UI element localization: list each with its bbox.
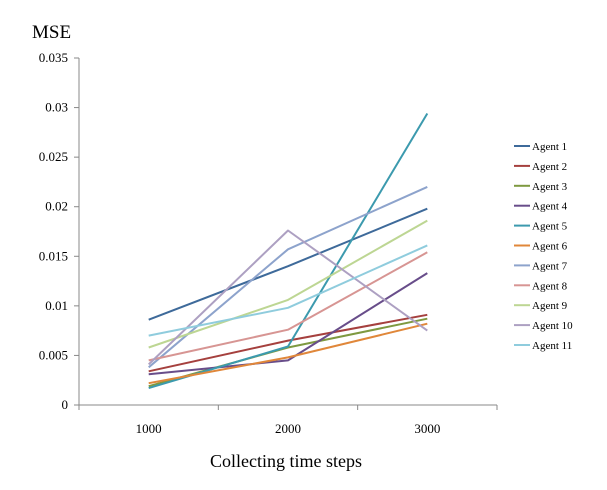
y-tick-label: 0 bbox=[62, 397, 69, 412]
legend-label: Agent 7 bbox=[532, 260, 568, 272]
legend-label: Agent 6 bbox=[532, 241, 568, 253]
series-line-agent-4 bbox=[148, 272, 428, 376]
legend-label: Agent 3 bbox=[532, 181, 568, 193]
legend-label: Agent 10 bbox=[532, 320, 573, 332]
legend: Agent 1 Agent 2 Agent 3 Agent 4 Agent 5 Agent… bbox=[514, 141, 573, 352]
series-line-agent-10 bbox=[148, 229, 428, 366]
series-line-agent-2 bbox=[148, 313, 428, 373]
legend-item: Agent 5 bbox=[514, 221, 568, 233]
legend-item: Agent 9 bbox=[514, 300, 568, 312]
series-line-agent-8 bbox=[148, 251, 428, 362]
series-line-agent-9 bbox=[148, 219, 428, 349]
legend-item: Agent 6 bbox=[514, 241, 568, 253]
x-tick-label: 3000 bbox=[414, 421, 440, 436]
x-axis: 1000 2000 3000 bbox=[78, 404, 498, 436]
legend-item: Agent 4 bbox=[514, 201, 568, 213]
y-tick-label: 0.025 bbox=[39, 149, 68, 164]
legend-item: Agent 11 bbox=[514, 340, 572, 352]
legend-item: Agent 8 bbox=[514, 280, 568, 292]
series-line-agent-7 bbox=[148, 185, 428, 369]
legend-label: Agent 1 bbox=[532, 141, 567, 153]
x-axis-label: Collecting time steps bbox=[210, 451, 362, 471]
legend-label: Agent 8 bbox=[532, 280, 568, 292]
legend-item: Agent 2 bbox=[514, 161, 567, 173]
series-line-agent-1 bbox=[148, 207, 428, 321]
y-tick-label: 0.01 bbox=[45, 298, 68, 313]
y-tick-label: 0.03 bbox=[45, 100, 68, 115]
y-axis: 0 0.005 0.01 0.015 0.02 0.025 0.03 0.035 bbox=[39, 50, 80, 412]
series-lines bbox=[148, 112, 429, 390]
legend-item: Agent 10 bbox=[514, 320, 573, 332]
legend-item: Agent 7 bbox=[514, 260, 568, 272]
y-tick-label: 0.005 bbox=[39, 347, 68, 362]
legend-label: Agent 9 bbox=[532, 300, 568, 312]
y-tick-label: 0.015 bbox=[39, 248, 68, 263]
x-tick-label: 1000 bbox=[136, 421, 162, 436]
y-axis-label: MSE bbox=[32, 22, 71, 43]
legend-item: Agent 3 bbox=[514, 181, 568, 193]
series-line-agent-11 bbox=[148, 244, 428, 337]
series-line-agent-6 bbox=[148, 322, 428, 385]
legend-label: Agent 2 bbox=[532, 161, 567, 173]
legend-item: Agent 1 bbox=[514, 141, 567, 153]
y-tick-label: 0.02 bbox=[45, 199, 68, 214]
legend-label: Agent 11 bbox=[532, 340, 572, 352]
legend-label: Agent 4 bbox=[532, 201, 568, 213]
legend-label: Agent 5 bbox=[532, 221, 568, 233]
y-tick-label: 0.035 bbox=[39, 50, 68, 65]
series-line-agent-5 bbox=[148, 112, 429, 390]
x-tick-label: 2000 bbox=[275, 421, 301, 436]
